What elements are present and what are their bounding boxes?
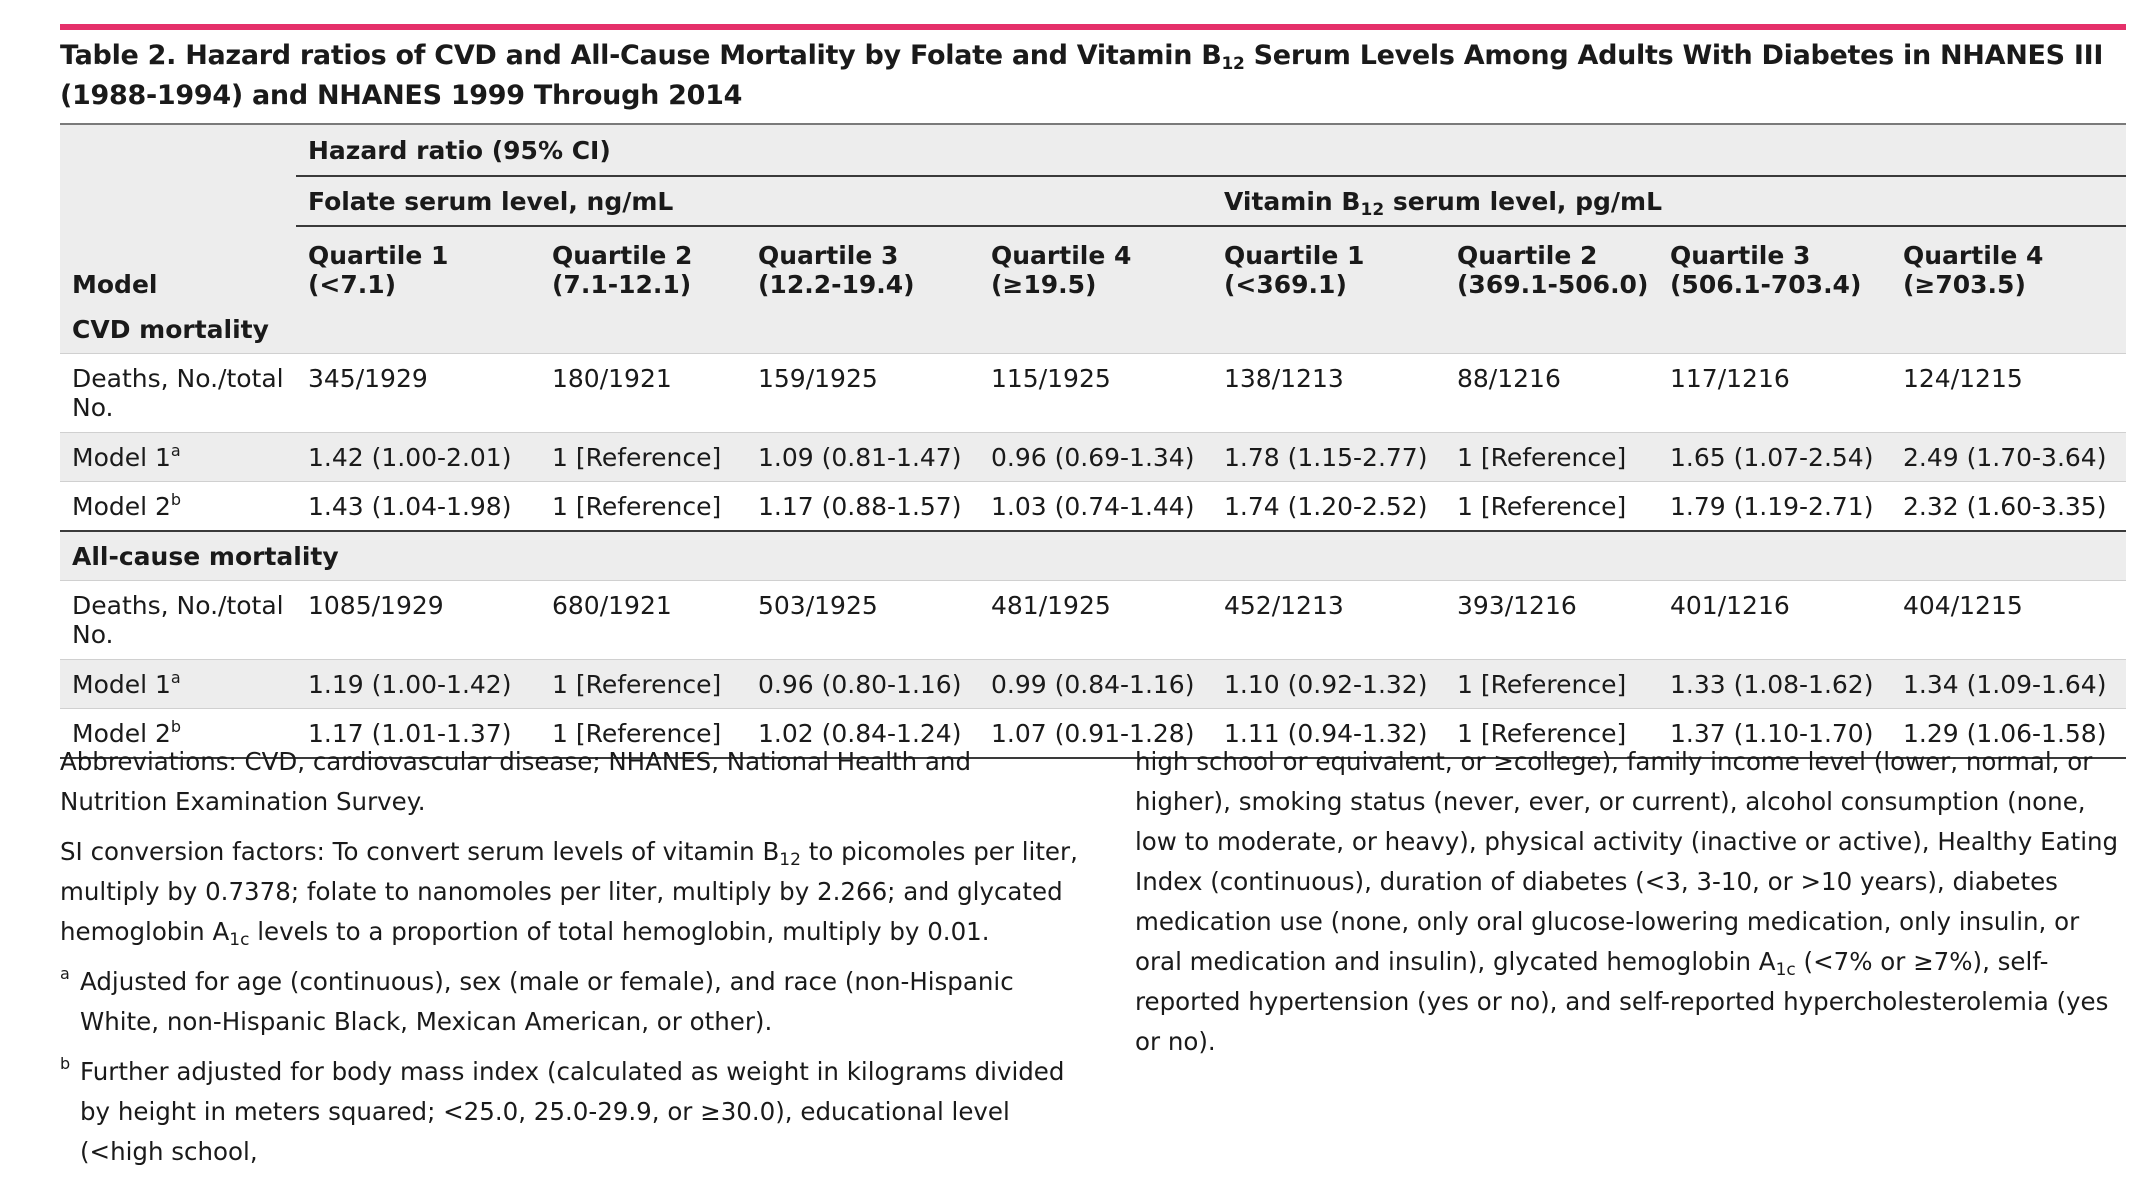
table-caption: Table 2. Hazard ratios of CVD and All-Ca… <box>60 36 2126 116</box>
table-cell: 1 [Reference] <box>1445 432 1658 482</box>
column-header: Quartile 4 (≥19.5) <box>991 241 1132 299</box>
abbreviations-note: Abbreviations: CVD, cardiovascular disea… <box>60 747 972 816</box>
row-label: Model 2b <box>60 481 296 532</box>
table-cell: 138/1213 <box>1212 353 1445 433</box>
table-cell: 1 [Reference] <box>540 708 746 759</box>
column-header: Quartile 2 (7.1-12.1) <box>552 241 693 299</box>
table-cell: 0.96 (0.80-1.16) <box>746 659 979 709</box>
table-cell: 115/1925 <box>979 353 1212 433</box>
column-header: Quartile 4 (≥703.5) <box>1903 241 2044 299</box>
table-cell: 401/1216 <box>1658 580 1891 660</box>
caption-subscript: 12 <box>1221 54 1245 74</box>
table-cell: 1.17 (1.01-1.37) <box>296 708 540 759</box>
table-cell: 1.29 (1.06-1.58) <box>1891 708 2127 759</box>
hazard-ratio-header: Hazard ratio (95% CI) <box>296 123 2127 177</box>
table-cell: 0.99 (0.84-1.16) <box>979 659 1212 709</box>
table-cell: 452/1213 <box>1212 580 1445 660</box>
table-row: Deaths, No./total No. 1085/1929 680/1921… <box>60 580 2127 660</box>
table-cell: 404/1215 <box>1891 580 2127 660</box>
column-header: Quartile 1 (<7.1) <box>308 241 449 299</box>
table-cell: 393/1216 <box>1445 580 1658 660</box>
row-label: Deaths, No./total No. <box>60 353 296 433</box>
row-label: Deaths, No./total No. <box>60 580 296 660</box>
table-cell: 1.07 (0.91-1.28) <box>979 708 1212 759</box>
table-cell: 2.32 (1.60-3.35) <box>1891 481 2127 532</box>
footnote-b-continued: high school or equivalent, or ≥college),… <box>1135 747 2119 1056</box>
table-notes-right: high school or equivalent, or ≥college),… <box>1135 742 2125 1072</box>
section-title: All-cause mortality <box>60 530 2127 581</box>
table-cell: 1 [Reference] <box>1445 708 1658 759</box>
table-cell: 1.03 (0.74-1.44) <box>979 481 1212 532</box>
table-cell: 1.78 (1.15-2.77) <box>1212 432 1445 482</box>
table-cell: 503/1925 <box>746 580 979 660</box>
table-cell: 2.49 (1.70-3.64) <box>1891 432 2127 482</box>
table-cell: 1.79 (1.19-2.71) <box>1658 481 1891 532</box>
table-cell: 680/1921 <box>540 580 746 660</box>
footnote-mark: a <box>60 964 70 983</box>
table-row: Deaths, No./total No. 345/1929 180/1921 … <box>60 353 2127 433</box>
table-cell: 1.74 (1.20-2.52) <box>1212 481 1445 532</box>
table-cell: 1 [Reference] <box>540 659 746 709</box>
hazard-ratio-table: Model Hazard ratio (95% CI) Folate serum… <box>60 123 2127 759</box>
table-cell: 1.42 (1.00-2.01) <box>296 432 540 482</box>
si-conversion-note: SI conversion factors: To convert serum … <box>60 837 1078 950</box>
table-cell: 180/1921 <box>540 353 746 433</box>
quartile-header-row: Quartile 1 (<7.1) Quartile 2 (7.1-12.1) Qu… <box>60 226 2126 305</box>
caption-accent-bar <box>60 24 2126 30</box>
footnote-b: b Further adjusted for body mass index (c… <box>60 1052 1080 1172</box>
footnote-a: a Adjusted for age (continuous), sex (mal… <box>60 962 1080 1042</box>
table-row: Model 2b 1.43 (1.04-1.98) 1 [Reference] … <box>60 481 2127 532</box>
table-cell: 1.65 (1.07-2.54) <box>1658 432 1891 482</box>
table-notes-left: Abbreviations: CVD, cardiovascular disea… <box>60 742 1080 1182</box>
section-title: CVD mortality <box>60 305 2127 354</box>
table-cell: 1.10 (0.92-1.32) <box>1212 659 1445 709</box>
table-cell: 159/1925 <box>746 353 979 433</box>
table-cell: 1 [Reference] <box>540 432 746 482</box>
table-cell: 1 [Reference] <box>1445 659 1658 709</box>
model-column-header: Model <box>60 123 296 305</box>
footnote-mark: b <box>60 1054 71 1073</box>
row-label: Model 1a <box>60 432 296 482</box>
column-header: Quartile 2 (369.1-506.0) <box>1457 241 1649 299</box>
table-cell: 1.37 (1.10-1.70) <box>1658 708 1891 759</box>
table-cell: 124/1215 <box>1891 353 2127 433</box>
caption-text-2: Serum Levels Among Adults With Diabetes … <box>60 40 2104 111</box>
table-row: Model 1a 1.42 (1.00-2.01) 1 [Reference] … <box>60 432 2127 482</box>
table-cell: 345/1929 <box>296 353 540 433</box>
row-label: Model 1a <box>60 659 296 709</box>
column-header: Quartile 3 (506.1-703.4) <box>1670 241 1862 299</box>
folate-group-header: Folate serum level, ng/mL <box>296 176 1212 227</box>
table-cell: 1.19 (1.00-1.42) <box>296 659 540 709</box>
table-cell: 1.17 (0.88-1.57) <box>746 481 979 532</box>
table-cell: 1.09 (0.81-1.47) <box>746 432 979 482</box>
table-cell: 1.11 (0.94-1.32) <box>1212 708 1445 759</box>
section-header-all-cause: All-cause mortality <box>60 530 2127 581</box>
table-row: Model 1a 1.19 (1.00-1.42) 1 [Reference] … <box>60 659 2127 709</box>
table-cell: 1085/1929 <box>296 580 540 660</box>
section-header-cvd: CVD mortality <box>60 305 2127 354</box>
table-cell: 1.33 (1.08-1.62) <box>1658 659 1891 709</box>
table-cell: 1.02 (0.84-1.24) <box>746 708 979 759</box>
row-label: Model 2b <box>60 708 296 759</box>
table-row: Model 2b 1.17 (1.01-1.37) 1 [Reference] … <box>60 708 2127 759</box>
table-cell: 88/1216 <box>1445 353 1658 433</box>
column-header: Quartile 3 (12.2-19.4) <box>758 241 915 299</box>
table-cell: 1 [Reference] <box>540 481 746 532</box>
table-cell: 117/1216 <box>1658 353 1891 433</box>
caption-text-1: Table 2. Hazard ratios of CVD and All-Ca… <box>60 40 1222 71</box>
table-cell: 0.96 (0.69-1.34) <box>979 432 1212 482</box>
table-cell: 481/1925 <box>979 580 1212 660</box>
b12-group-header: Vitamin B12 serum level, pg/mL <box>1212 176 2127 227</box>
table-cell: 1.43 (1.04-1.98) <box>296 481 540 532</box>
table-cell: 1.34 (1.09-1.64) <box>1891 659 2127 709</box>
table-cell: 1 [Reference] <box>1445 481 1658 532</box>
column-header: Quartile 1 (<369.1) <box>1224 241 1365 299</box>
